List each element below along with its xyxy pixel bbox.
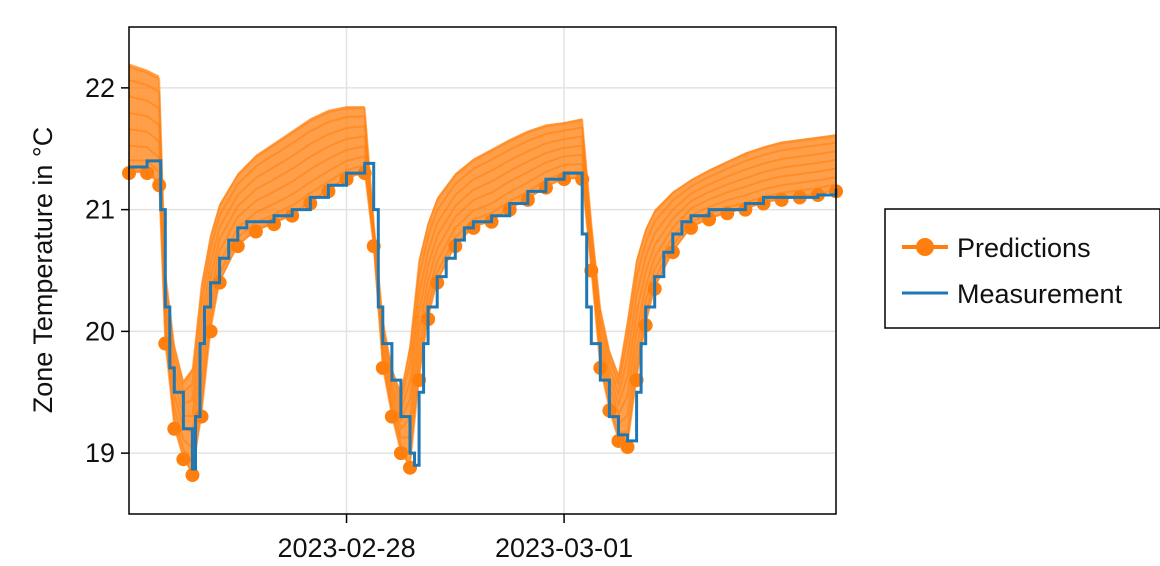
x-axis-ticks: 2023-02-28 2023-03-01 (277, 514, 633, 563)
legend: Predictions Measurement (884, 208, 1160, 329)
y-tick-label: 19 (85, 438, 115, 468)
y-tick-label: 21 (85, 195, 115, 225)
measurement-series-line (129, 159, 838, 471)
x-tick-label: 2023-03-01 (495, 533, 633, 563)
y-axis-label: Zone Temperature in °C (28, 127, 58, 413)
legend-predictions-label: Predictions (957, 233, 1091, 263)
legend-item-measurement: Measurement (902, 279, 1123, 309)
y-tick-label: 20 (85, 316, 115, 346)
legend-predictions-swatch-marker (916, 238, 934, 256)
prediction-marker (140, 166, 155, 181)
legend-measurement-label: Measurement (957, 279, 1123, 309)
prediction-marker (683, 220, 698, 235)
prediction-marker (375, 360, 390, 375)
prediction-trace (128, 65, 837, 398)
measurement-line (129, 159, 838, 471)
prediction-marker (248, 224, 263, 239)
prediction-marker (774, 192, 789, 207)
x-tick-label: 2023-02-28 (277, 533, 415, 563)
prediction-marker (230, 239, 245, 254)
prediction-marker (185, 468, 200, 483)
legend-box (884, 208, 1160, 329)
prediction-trace (128, 128, 837, 434)
prediction-marker (393, 446, 408, 461)
prediction-marker (203, 324, 218, 339)
predictions-band (129, 63, 836, 475)
predictions-envelope (129, 63, 836, 475)
y-tick-label: 22 (85, 73, 115, 103)
legend-item-predictions: Predictions (902, 233, 1091, 263)
prediction-marker (194, 409, 209, 424)
plot-area (129, 27, 836, 514)
prediction-marker (167, 421, 182, 436)
prediction-marker (620, 440, 635, 455)
y-axis-ticks: 19 20 21 22 (85, 73, 129, 468)
prediction-marker (176, 452, 191, 467)
prediction-trace (128, 111, 837, 423)
plot-frame (128, 26, 837, 515)
prediction-trace (128, 79, 837, 406)
prediction-trace (128, 95, 837, 414)
prediction-marker (384, 409, 399, 424)
